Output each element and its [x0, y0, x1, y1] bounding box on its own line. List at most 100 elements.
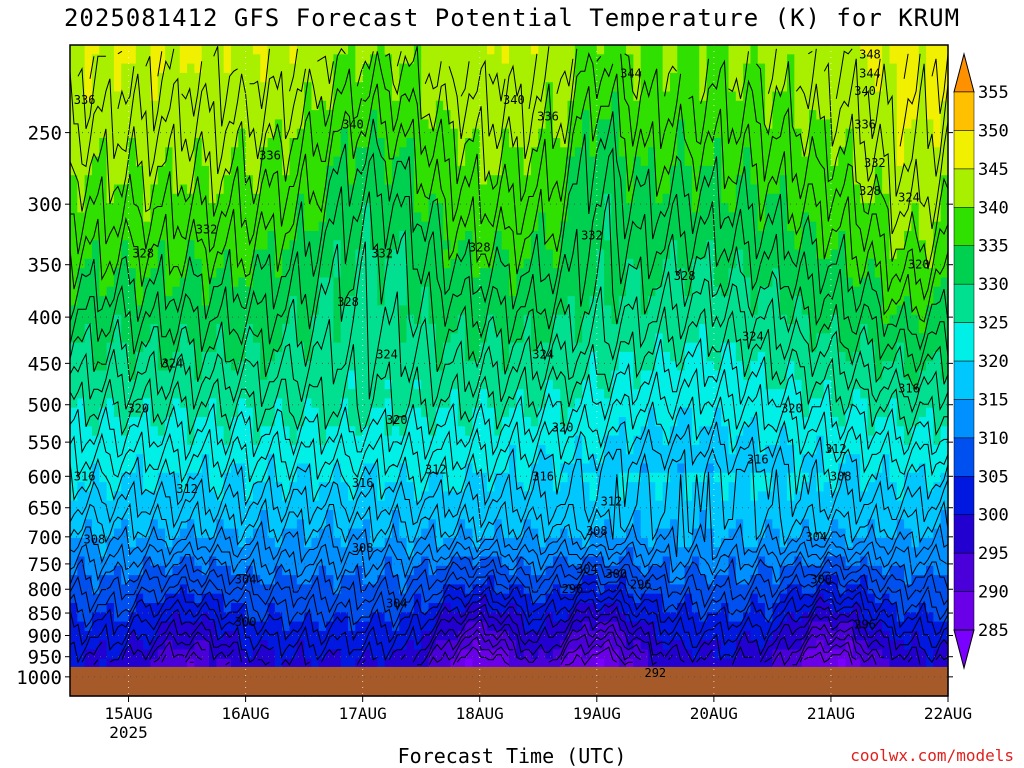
field-cell [121, 361, 130, 372]
field-cell [435, 212, 444, 223]
field-cell [282, 575, 291, 585]
field-cell [421, 45, 430, 55]
field-cell [260, 286, 269, 297]
field-cell [99, 277, 108, 288]
field-cell [223, 640, 232, 651]
field-cell [209, 82, 217, 93]
field-cell [560, 342, 569, 353]
field-cell [223, 138, 232, 148]
field-cell [501, 426, 510, 437]
field-cell [194, 63, 203, 74]
field-cell [487, 91, 495, 102]
field-cell [113, 221, 122, 232]
field-cell [443, 165, 452, 176]
field-cell [194, 649, 203, 660]
field-cell [106, 537, 115, 548]
field-cell [194, 630, 203, 641]
field-cell [523, 110, 532, 120]
field-cell [318, 165, 327, 176]
field-cell [70, 575, 78, 585]
field-cell [377, 528, 386, 539]
field-cell [201, 649, 210, 660]
field-cell [487, 510, 495, 520]
field-cell [567, 82, 576, 93]
field-cell [574, 500, 583, 511]
field-cell [435, 128, 444, 139]
field-cell [179, 203, 188, 213]
field-cell [172, 342, 181, 353]
field-cell [340, 258, 349, 269]
field-cell [333, 510, 342, 520]
field-cell [157, 258, 166, 269]
field-cell [487, 203, 495, 213]
field-cell [70, 63, 78, 74]
field-cell [311, 203, 320, 213]
field-cell [509, 72, 517, 83]
field-cell [384, 612, 393, 623]
field-cell [216, 314, 225, 325]
field-cell [128, 193, 137, 204]
field-cell [216, 203, 225, 213]
field-cell [479, 510, 488, 520]
field-cell [355, 212, 364, 223]
field-cell [289, 426, 298, 437]
field-cell [333, 426, 342, 437]
field-cell [377, 426, 386, 437]
field-cell [216, 379, 225, 390]
field-cell [494, 91, 503, 102]
field-cell [435, 249, 444, 260]
field-cell [128, 314, 137, 325]
field-cell [333, 537, 342, 548]
field-cell [252, 435, 261, 446]
field-cell [501, 333, 510, 344]
field-cell [369, 472, 378, 483]
field-cell [113, 500, 122, 511]
field-cell [384, 268, 393, 279]
field-cell [494, 575, 503, 585]
field-cell [369, 463, 378, 474]
field-cell [128, 324, 137, 334]
field-cell [355, 138, 364, 148]
field-cell [421, 426, 430, 437]
field-cell [179, 184, 188, 195]
field-cell [99, 258, 108, 269]
field-cell [91, 528, 100, 539]
field-cell [560, 128, 569, 139]
field-cell [230, 63, 239, 74]
field-cell [530, 351, 539, 362]
field-cell [340, 389, 349, 399]
field-cell [216, 231, 225, 241]
field-cell [172, 593, 181, 604]
field-cell [530, 593, 539, 604]
field-cell [172, 72, 181, 83]
field-cell [150, 519, 159, 530]
field-cell [377, 231, 386, 241]
field-cell [333, 100, 342, 111]
field-cell [574, 649, 583, 660]
field-cell [355, 82, 364, 93]
field-cell [530, 482, 539, 492]
field-cell [552, 221, 561, 232]
field-cell [165, 435, 174, 446]
field-cell [399, 603, 408, 613]
field-cell [457, 249, 466, 260]
field-cell [282, 231, 291, 241]
field-cell [421, 342, 430, 353]
field-cell [487, 119, 495, 130]
field-cell [369, 528, 378, 539]
field-cell [326, 314, 334, 325]
field-cell [318, 63, 327, 74]
field-cell [113, 91, 122, 102]
field-cell [187, 305, 195, 316]
field-cell [465, 110, 474, 120]
field-cell [143, 630, 152, 641]
field-cell [501, 658, 510, 669]
field-cell [150, 593, 159, 604]
field-cell [274, 128, 283, 139]
field-cell [530, 398, 539, 409]
field-cell [355, 128, 364, 139]
field-cell [223, 175, 232, 186]
field-cell [91, 491, 100, 502]
field-cell [318, 110, 327, 120]
field-cell [369, 324, 378, 334]
